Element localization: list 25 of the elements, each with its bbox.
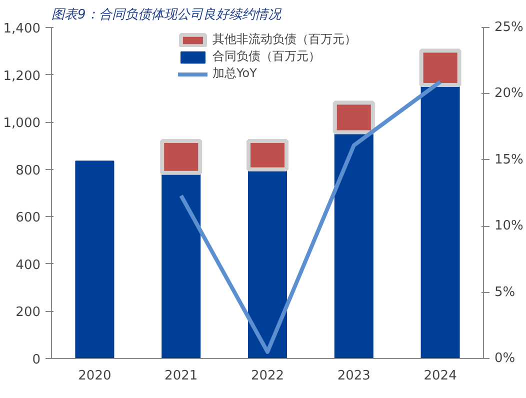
x-tick-label: 2020 [78,368,112,384]
y2-tick-label: 5% [494,284,516,300]
legend-label: 其他非流动负债（百万元） [212,31,356,48]
y-tick-label: 1,000 [3,116,40,132]
x-tick-label: 2023 [337,368,370,384]
y2-tick-label: 20% [494,86,524,102]
y2-tick-label: 10% [494,218,524,234]
y2-tick-label: 25% [494,20,524,35]
y2-tick-label: 0% [494,351,516,366]
y2-tick-label: 15% [494,152,524,168]
y-tick-label: 600 [16,210,41,226]
line-series [179,80,442,354]
chart-title: 图表9：合同负债体现公司良好续约情况 [52,8,282,22]
bar [75,160,114,358]
x-tick-label: 2022 [250,368,284,384]
y-tick-label: 200 [16,305,41,320]
y-tick-label: 1,400 [3,22,40,36]
legend-label: 加总YoY [212,65,257,82]
y-tick-label: 800 [16,163,41,178]
x-tick-label: 2021 [164,368,198,384]
y-tick-label: 0 [32,352,41,368]
y-tick-label: 1,200 [3,68,40,84]
y-tick-label: 400 [16,258,41,273]
legend-label: 合同负债（百万元） [212,48,320,65]
x-tick-label: 2024 [424,368,457,384]
